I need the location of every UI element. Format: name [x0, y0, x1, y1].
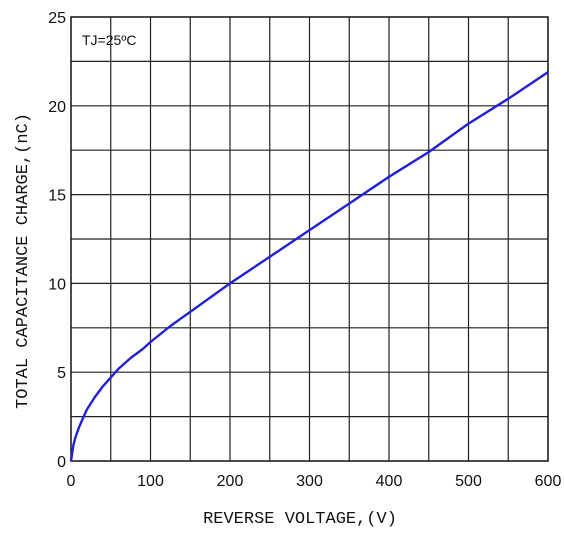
- y-tick-label: 20: [48, 99, 66, 116]
- y-tick-label: 25: [48, 10, 66, 27]
- x-tick-label: 500: [455, 473, 482, 490]
- x-tick-label: 200: [217, 473, 244, 490]
- grid-lines: [71, 17, 548, 461]
- x-axis-title: REVERSE VOLTAGE,(V): [203, 510, 397, 529]
- y-tick-labels: 0 5 10 15 20 25: [48, 10, 66, 471]
- x-tick-label: 0: [67, 473, 76, 490]
- series-group: [69, 71, 549, 462]
- x-tick-label: 400: [376, 473, 403, 490]
- y-axis-title: TOTAL CAPACITANCE CHARGE,(nC): [14, 113, 33, 409]
- y-tick-label: 0: [57, 454, 66, 471]
- x-tick-label: 100: [137, 473, 164, 490]
- y-tick-label: 15: [48, 188, 66, 205]
- series-line: [69, 71, 549, 462]
- x-tick-labels: 0 100 200 300 400 500 600: [67, 473, 562, 490]
- plot-frame: [70, 16, 549, 462]
- y-tick-label: 10: [48, 276, 66, 293]
- y-tick-label: 5: [57, 365, 66, 382]
- x-tick-label: 300: [296, 473, 323, 490]
- x-tick-label: 600: [535, 473, 562, 490]
- temperature-annotation: TJ=25ºC: [82, 32, 137, 48]
